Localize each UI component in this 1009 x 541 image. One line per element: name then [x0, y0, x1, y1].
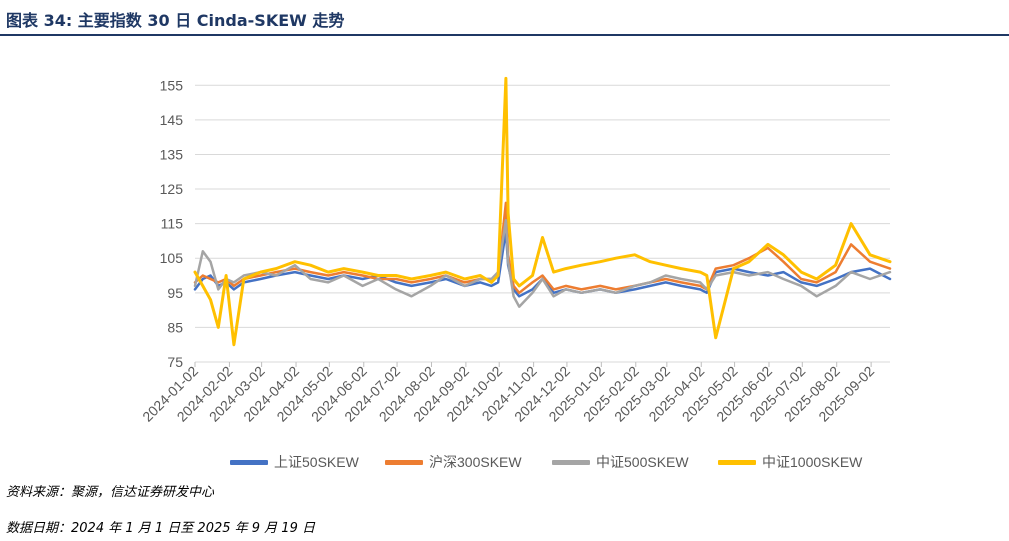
legend-swatch-csi300	[385, 459, 423, 465]
series-line-3	[193, 218, 892, 308]
y-tick-label: 115	[161, 216, 184, 232]
legend-label-csi1000: 中证1000SKEW	[762, 454, 863, 470]
date-range-note: 数据日期：2024 年 1 月 1 日至 2025 年 9 月 19 日	[6, 521, 315, 536]
legend-swatch-csi1000	[718, 459, 756, 465]
legend-label-csi300: 沪深300SKEW	[429, 454, 522, 470]
grid-lines	[195, 84, 890, 363]
legend-item-csi300: 沪深300SKEW	[385, 452, 522, 472]
series-line-4	[193, 76, 892, 347]
y-tick-label: 85	[167, 319, 183, 335]
legend-label-sse50: 上证50SKEW	[274, 454, 359, 470]
y-tick-label: 95	[167, 285, 183, 301]
title-rule	[0, 34, 1009, 36]
source-note: 资料来源：聚源，信达证券研发中心	[6, 485, 215, 500]
figure-title: 图表 34: 主要指数 30 日 Cinda-SKEW 走势	[6, 11, 345, 30]
y-tick-label: 135	[160, 146, 184, 162]
legend-item-csi500: 中证500SKEW	[552, 452, 689, 472]
skew-line-chart: 75 85 95 105 115 125 135 145 155 2024-01-022024-…	[139, 76, 892, 425]
chart-legend: 上证50SKEW 沪深300SKEW 中证500SKEW 中证1000SKEW	[0, 452, 1009, 470]
legend-item-sse50: 上证50SKEW	[230, 452, 359, 472]
y-axis-ticks: 75 85 95 105 115 125 135 145 155	[160, 77, 184, 370]
series-lines	[193, 76, 892, 347]
y-tick-label: 155	[160, 77, 184, 93]
y-tick-label: 75	[167, 354, 183, 370]
y-tick-label: 105	[160, 250, 184, 266]
y-tick-label: 145	[160, 112, 184, 128]
x-axis-ticks: 2024-01-022024-02-022024-03-022024-04-02…	[139, 362, 877, 425]
legend-swatch-sse50	[230, 459, 268, 465]
y-tick-label: 125	[160, 181, 184, 197]
legend-swatch-csi500	[552, 459, 590, 465]
legend-label-csi500: 中证500SKEW	[596, 454, 689, 470]
legend-item-csi1000: 中证1000SKEW	[718, 452, 862, 472]
